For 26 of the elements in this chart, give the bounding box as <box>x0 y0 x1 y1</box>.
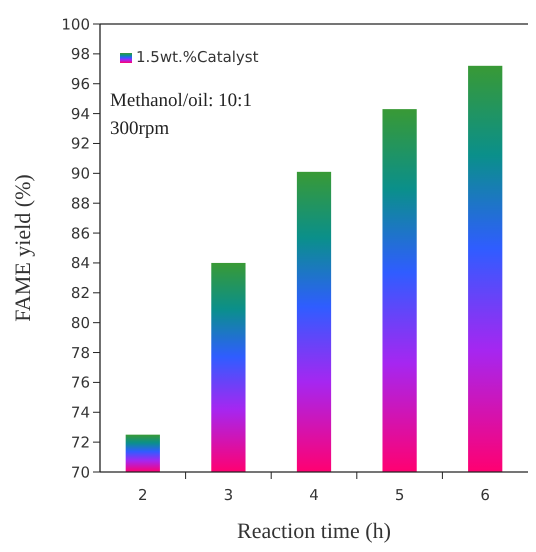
y-tick-label: 78 <box>70 344 90 362</box>
y-tick-label: 94 <box>70 104 90 123</box>
y-tick-label: 90 <box>70 164 90 183</box>
y-tick-label: 74 <box>70 404 90 422</box>
y-tick-label: 86 <box>70 224 90 242</box>
y-tick-label: 88 <box>70 194 90 212</box>
y-tick-label: 100 <box>61 15 90 34</box>
y-tick-label: 72 <box>70 433 90 452</box>
x-tick-label: 3 <box>224 486 234 504</box>
y-axis-title: FAME yield (%) <box>10 174 35 322</box>
annotation: Methanol/oil: 10:1 <box>110 90 252 111</box>
y-tick-label: 84 <box>70 254 90 272</box>
legend-label: 1.5wt.%Catalyst <box>136 48 259 66</box>
x-tick-label: 2 <box>138 486 148 504</box>
y-tick-label: 70 <box>70 463 90 482</box>
x-axis-title: Reaction time (h) <box>237 518 391 543</box>
x-tick-label: 6 <box>480 486 490 504</box>
y-tick-label: 92 <box>70 134 90 153</box>
y-tick-label: 96 <box>70 74 90 93</box>
y-tick-label: 80 <box>70 314 90 332</box>
x-tick-label: 4 <box>309 486 319 504</box>
y-tick-label: 76 <box>70 374 90 392</box>
x-tick-label: 5 <box>394 486 404 504</box>
annotation: 300rpm <box>110 118 170 139</box>
y-tick-label: 82 <box>70 284 90 302</box>
y-tick-label: 98 <box>70 45 90 64</box>
